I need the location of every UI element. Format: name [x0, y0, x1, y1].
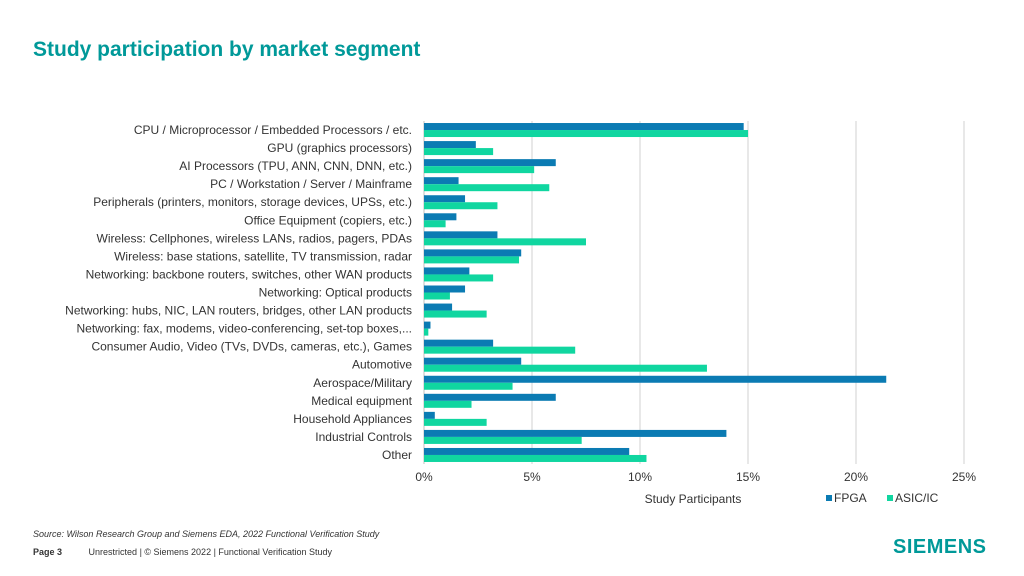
source-note: Source: Wilson Research Group and Siemen… [33, 529, 380, 539]
x-tick-label: 5% [523, 470, 541, 484]
fpga-bar [424, 393, 556, 401]
category-label: Industrial Controls [315, 430, 412, 444]
footer-text: Unrestricted | © Siemens 2022 | Function… [88, 547, 332, 557]
category-label: Networking: hubs, NIC, LAN routers, brid… [65, 304, 412, 318]
fpga-bar [424, 195, 466, 203]
category-label: Consumer Audio, Video (TVs, DVDs, camera… [91, 340, 412, 354]
category-label: Peripherals (printers, monitors, storage… [93, 195, 412, 209]
category-label: GPU (graphics processors) [267, 141, 412, 155]
siemens-logo: SIEMENS [893, 536, 987, 558]
asic-bar [424, 256, 520, 264]
x-tick-label: 15% [736, 470, 760, 484]
asic-bar [424, 328, 429, 336]
category-label: Medical equipment [311, 394, 412, 408]
legend-label-fpga: FPGA [834, 491, 867, 505]
asic-bar [424, 130, 748, 138]
asic-bar [424, 364, 707, 372]
legend-swatch-asic [887, 495, 893, 501]
category-label: Other [382, 448, 412, 462]
page-title: Study participation by market segment [33, 38, 421, 61]
fpga-bar [424, 375, 887, 383]
bar-series [424, 123, 887, 462]
x-tick-label: 10% [628, 470, 652, 484]
asic-bar [424, 436, 582, 444]
fpga-bar [424, 249, 522, 257]
asic-bar [424, 148, 494, 156]
asic-bar [424, 310, 487, 318]
page-number: Page 3 [33, 547, 63, 557]
fpga-bar [424, 123, 744, 131]
category-label: Wireless: base stations, satellite, TV t… [114, 249, 412, 263]
asic-bar [424, 382, 513, 390]
legend-label-asic: ASIC/IC [895, 491, 939, 505]
legend-swatch-fpga [826, 495, 832, 501]
category-label: PC / Workstation / Server / Mainframe [210, 177, 412, 191]
fpga-bar [424, 411, 435, 419]
fpga-bar [424, 303, 453, 311]
category-label: Networking: fax, modems, video-conferenc… [77, 322, 413, 336]
asic-bar [424, 184, 550, 192]
x-tick-label: 20% [844, 470, 868, 484]
fpga-bar [424, 339, 494, 347]
asic-bar [424, 400, 472, 408]
category-label: Aerospace/Military [313, 376, 412, 390]
fpga-bar [424, 159, 556, 167]
asic-bar [424, 166, 535, 174]
category-label: Networking: backbone routers, switches, … [86, 267, 412, 281]
category-label: CPU / Microprocessor / Embedded Processo… [134, 123, 412, 137]
asic-bar [424, 292, 450, 300]
fpga-bar [424, 285, 466, 293]
asic-bar [424, 454, 647, 462]
x-tick-label: 25% [952, 470, 976, 484]
asic-bar [424, 238, 586, 246]
fpga-bar [424, 357, 522, 365]
x-axis-label: Study Participants [645, 492, 742, 506]
fpga-bar [424, 213, 457, 221]
fpga-bar [424, 231, 498, 239]
footer: Page 3 Unrestricted | © Siemens 2022 | F… [33, 547, 332, 557]
legend: FPGA ASIC/IC [826, 491, 939, 505]
category-label: AI Processors (TPU, ANN, CNN, DNN, etc.) [179, 159, 412, 173]
category-labels: CPU / Microprocessor / Embedded Processo… [65, 123, 412, 462]
category-label: Automotive [352, 358, 412, 372]
x-tick-label: 0% [415, 470, 433, 484]
category-label: Household Appliances [293, 412, 412, 426]
category-label: Wireless: Cellphones, wireless LANs, rad… [97, 231, 412, 245]
x-tick-labels: 0% 5% 10% 15% 20% 25% [415, 470, 976, 484]
category-label: Networking: Optical products [259, 286, 412, 300]
fpga-bar [424, 267, 470, 275]
asic-bar [424, 202, 498, 210]
fpga-bar [424, 447, 630, 455]
category-label: Office Equipment (copiers, etc.) [244, 213, 412, 227]
asic-bar [424, 274, 494, 282]
asic-bar [424, 346, 576, 354]
fpga-bar [424, 429, 727, 437]
fpga-bar [424, 141, 476, 149]
fpga-bar [424, 177, 459, 185]
asic-bar [424, 418, 487, 426]
asic-bar [424, 220, 446, 228]
fpga-bar [424, 321, 431, 329]
